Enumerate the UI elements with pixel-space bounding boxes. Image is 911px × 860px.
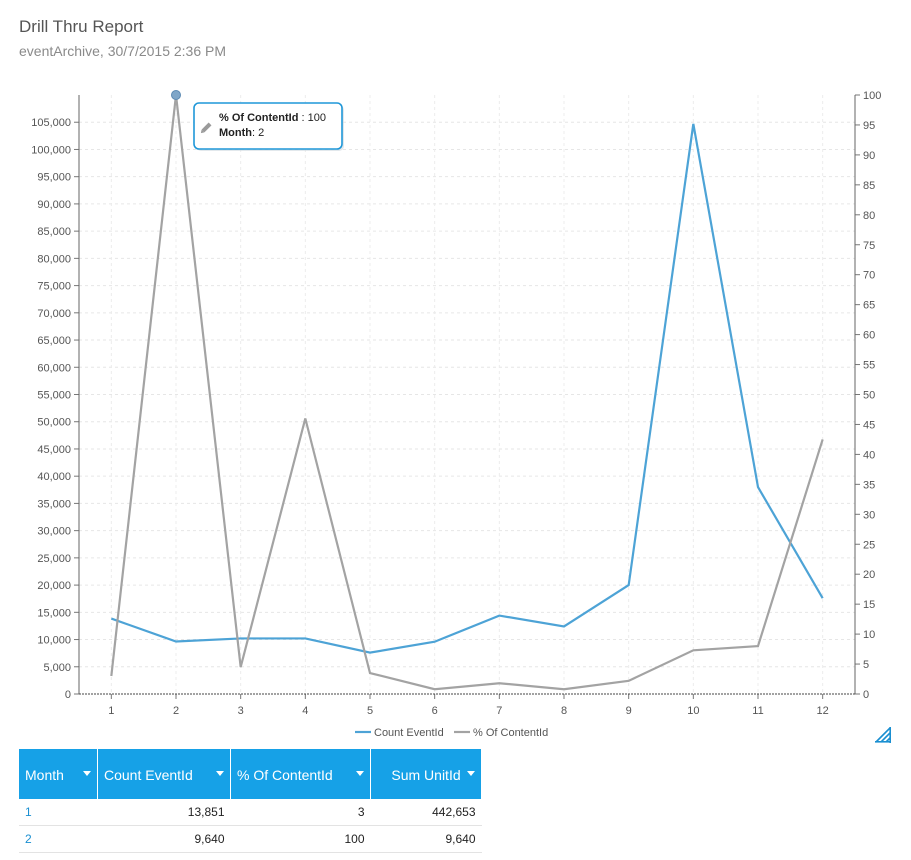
y-left-tick-label: 100,000 [31,144,71,156]
count-eventid-cell: 13,851 [97,799,231,826]
x-tick-label: 1 [108,705,114,717]
x-tick-label: 3 [238,705,244,717]
y-right-tick-label: 0 [863,689,869,701]
x-tick-label: 4 [302,705,308,717]
y-right-tick-label: 85 [863,180,875,192]
y-left-tick-label: 40,000 [37,471,71,483]
y-right-tick-label: 5 [863,659,869,671]
tooltip-point-marker [171,90,181,100]
column-header-pct-contentid[interactable]: % Of ContentId [230,749,371,799]
y-left-tick-label: 45,000 [37,444,71,456]
series-line-pct-contentid [110,94,824,691]
y-right-tick-label: 15 [863,599,875,611]
y-right-tick-label: 10 [863,629,875,641]
y-right-tick-label: 25 [863,539,875,551]
report-subtitle: eventArchive, 30/7/2015 2:36 PM [19,43,227,59]
x-tick-label: 10 [687,705,699,717]
y-left-tick-label: 30,000 [37,526,71,538]
y-right-tick-label: 75 [863,240,875,252]
sort-caret-icon[interactable] [83,771,91,776]
y-right-tick-label: 60 [863,330,875,342]
y-right-tick-label: 20 [863,569,875,581]
tooltip-box [193,102,343,150]
y-left-tick-label: 55,000 [37,390,71,402]
tooltip-month-line: Month: 2 [219,127,264,139]
tooltip-series-line: % Of ContentId : 100 [219,112,326,124]
sum-unitid-cell: 9,640 [370,825,482,853]
line-chart: 0 5,000 10,000 15,000 20,000 25,000 30,000 35,0… [31,90,881,739]
table-row: 1 13,851 3 442,653 [19,799,482,826]
y-left-tick-label: 35,000 [37,498,71,510]
pct-contentid-cell: 3 [230,799,371,826]
y-left-tick-label: 25,000 [37,553,71,565]
resize-handle-icon[interactable] [874,726,892,744]
x-tick-label: 5 [367,705,373,717]
y-right-tick-label: 55 [863,360,875,372]
x-tick-label: 11 [752,705,763,717]
series-line-count-eventid [110,123,824,654]
y-right-tick-label: 100 [863,90,881,102]
column-header-month[interactable]: Month [19,749,98,799]
y-right-tick-label: 70 [863,270,875,282]
pencil-icon [200,122,212,134]
y-left-tick-label: 70,000 [37,308,71,320]
y-left-tick-label: 50,000 [37,417,71,429]
x-tick-label: 2 [173,705,179,717]
y-left-tick-label: 75,000 [37,281,71,293]
sort-caret-icon[interactable] [216,771,224,776]
table-row: 2 9,640 100 9,640 [19,825,482,853]
month-cell[interactable]: 1 [19,799,98,826]
chart-legend: Count EventId % Of ContentId [355,727,548,739]
y-left-tick-label: 5,000 [43,662,71,674]
pencil-body [201,122,212,133]
pct-contentid-cell: 100 [230,825,371,853]
data-table: Month Count EventId % Of ContentId Sum U… [19,749,482,853]
y-right-tick-label: 95 [863,120,875,132]
y-left-tick-label: 95,000 [37,172,71,184]
y-left-tick-label: 20,000 [37,580,71,592]
sort-caret-icon[interactable] [467,771,475,776]
y-left-tick-label: 60,000 [37,362,71,374]
y-left-tick-label: 85,000 [37,226,71,238]
y-right-tick-label: 50 [863,390,875,402]
y-left-tick-label: 80,000 [37,253,71,265]
x-tick-label: 7 [496,705,502,717]
legend-item-count-eventid: Count EventId [374,727,444,739]
y-right-tick-label: 30 [863,509,875,521]
sum-unitid-cell: 442,653 [370,799,482,826]
month-cell[interactable]: 2 [19,825,98,853]
x-tick-label: 8 [561,705,567,717]
report-title: Drill Thru Report [19,17,144,36]
y-right-tick-label: 40 [863,449,875,461]
count-eventid-cell: 9,640 [97,825,231,853]
axes: 0 5,000 10,000 15,000 20,000 25,000 30,000 35,0… [31,90,881,717]
y-left-tick-label: 65,000 [37,335,71,347]
x-tick-label: 12 [817,705,829,717]
y-right-tick-label: 65 [863,300,875,312]
y-right-tick-label: 90 [863,150,875,162]
y-right-tick-label: 35 [863,479,875,491]
grid-lines [79,95,855,694]
column-header-count-eventid[interactable]: Count EventId [97,749,231,799]
y-left-tick-label: 10,000 [37,635,71,647]
legend-item-pct-contentid: % Of ContentId [473,727,548,739]
pencil-tip [200,129,205,134]
x-tick-label: 9 [626,705,632,717]
y-right-tick-label: 45 [863,419,875,431]
y-left-tick-label: 105,000 [31,117,71,129]
sort-caret-icon[interactable] [356,771,364,776]
series-lines [110,94,824,691]
x-tick-label: 6 [432,705,438,717]
chart-tooltip: % Of ContentId : 100 Month: 2 [171,90,344,151]
y-right-tick-label: 80 [863,210,875,222]
y-left-tick-label: 90,000 [37,199,71,211]
column-header-sum-unitid[interactable]: Sum UnitId [370,749,482,799]
y-left-tick-label: 15,000 [37,607,71,619]
y-left-tick-label: 0 [65,689,71,701]
